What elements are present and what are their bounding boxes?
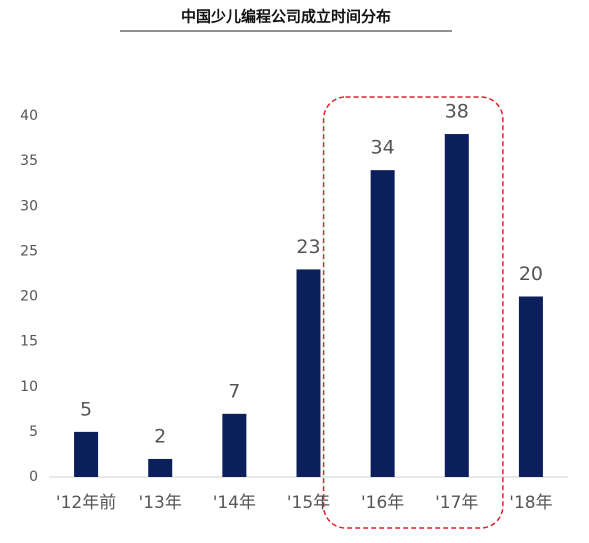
bar [370,170,395,477]
highlight-box [322,96,504,529]
x-tick-label: '18年 [509,493,552,513]
bar [296,269,321,477]
x-tick-label: '14年 [213,493,256,513]
bar [518,296,543,477]
data-label: 20 [519,263,543,285]
bar [222,413,247,477]
y-tick-label: 40 [20,108,38,124]
data-label: 2 [154,425,166,447]
data-label: 5 [80,398,92,420]
y-tick-label: 20 [20,289,38,305]
x-tick-label: '15年 [287,493,330,513]
y-tick-label: 10 [20,379,38,395]
data-label: 7 [228,380,240,402]
x-tick-label: '16年 [361,493,404,513]
y-tick-label: 5 [29,424,38,440]
bar [74,431,99,477]
data-label: 23 [296,236,320,258]
y-tick-label: 15 [20,334,38,350]
y-tick-label: 0 [29,469,38,485]
data-label: 38 [445,101,469,123]
x-tick-label: '13年 [139,493,182,513]
data-label: 34 [371,137,395,159]
x-tick-label: '17年 [435,493,478,513]
bar [444,134,469,478]
chart-title: 中国少儿编程公司成立时间分布 [181,8,391,26]
bar [148,458,173,477]
x-tick-label: '12年前 [56,493,116,513]
y-tick-label: 30 [20,198,38,214]
y-tick-label: 25 [20,243,38,259]
y-tick-label: 35 [20,153,38,169]
